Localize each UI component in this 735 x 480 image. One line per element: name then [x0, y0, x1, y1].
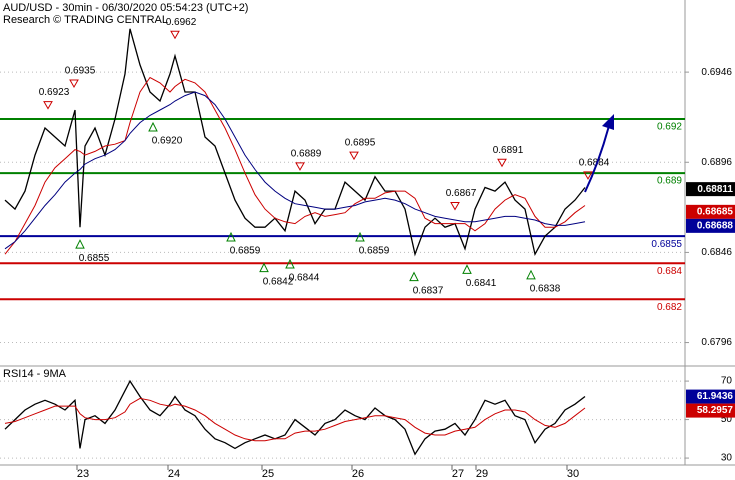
low-label: 0.6837: [413, 285, 444, 296]
x-tick-label: 25: [262, 468, 274, 480]
x-tick-label: 24: [168, 468, 180, 480]
y-tick-label: 30: [721, 453, 733, 464]
series-line: [4, 28, 586, 257]
low-marker: [462, 264, 472, 274]
high-label: 0.6895: [345, 138, 376, 149]
low-label: 0.6855: [79, 253, 110, 264]
price-marker-label: 0.68688: [697, 220, 734, 231]
y-tick-label: 70: [721, 376, 733, 387]
high-marker: [583, 171, 593, 180]
high-marker: [43, 101, 53, 110]
low-marker: [409, 271, 419, 282]
level-label: 0.682: [657, 302, 682, 313]
high-marker: [349, 151, 359, 161]
high-marker: [170, 30, 180, 40]
high-label: 0.6891: [493, 145, 524, 156]
series-line: [4, 91, 586, 250]
level-label: 0.689: [657, 176, 682, 187]
low-marker: [285, 258, 295, 269]
y-tick-label: 0.6896: [701, 157, 732, 168]
high-marker: [450, 202, 460, 211]
low-marker: [75, 239, 85, 249]
price-marker-label: 0.68685: [697, 206, 734, 217]
low-marker: [259, 262, 269, 273]
low-marker: [355, 231, 365, 242]
plot: 0.6796 0.6846 0.6896 0.6946 0.692 0.689 0.6855…: [0, 17, 735, 480]
x-tick-label: 23: [77, 468, 89, 480]
price-marker-label: 0.68811: [697, 184, 733, 195]
series-line: [4, 379, 586, 456]
price-marker-label: 61.9436: [697, 391, 734, 402]
low-label: 0.6838: [530, 283, 561, 294]
chart-title: AUD/USD - 30min - 06/30/2020 05:54:23 (U…: [3, 2, 248, 14]
high-marker: [295, 162, 305, 171]
low-marker: [226, 231, 236, 242]
price-marker: [686, 182, 735, 197]
forecast-arrow: [584, 121, 611, 193]
low-label: 0.6859: [359, 246, 390, 257]
high-label: 0.6935: [65, 66, 96, 77]
series-line: [4, 397, 586, 442]
x-tick-label: 26: [352, 468, 364, 480]
y-tick-label: 50: [721, 414, 733, 425]
y-tick-label: 0.6946: [701, 67, 732, 78]
chart-subtitle: Research © TRADING CENTRAL: [3, 14, 168, 26]
high-label: 0.6889: [291, 149, 322, 160]
series-line: [4, 76, 586, 255]
high-label: 0.6962: [166, 17, 197, 28]
low-label: 0.6859: [230, 246, 261, 257]
high-label: 0.6867: [446, 188, 477, 199]
rsi-title: RSI14 - 9MA: [3, 368, 67, 380]
low-label: 0.6842: [263, 276, 294, 287]
price-marker: [686, 218, 735, 233]
high-label: 0.6923: [39, 87, 70, 98]
level-label: 0.684: [657, 266, 682, 277]
high-label: 0.6884: [579, 158, 610, 169]
x-tick-label: 30: [567, 468, 579, 480]
price-marker-label: 58.2957: [697, 405, 734, 416]
y-tick-label: 0.6796: [701, 337, 732, 348]
price-marker: [686, 389, 735, 404]
level-label: 0.692: [657, 122, 682, 133]
low-label: 0.6920: [152, 136, 183, 147]
y-tick-label: 0.6846: [701, 247, 732, 258]
x-tick-label: 29: [476, 468, 488, 480]
low-marker: [148, 121, 158, 132]
forecast-arrowhead: [602, 114, 614, 130]
level-label: 0.6855: [651, 239, 682, 250]
price-marker: [686, 403, 735, 418]
high-marker: [69, 79, 79, 88]
high-marker: [497, 158, 507, 168]
x-tick-label: 27: [452, 468, 464, 480]
low-label: 0.6844: [289, 273, 320, 284]
price-marker: [686, 204, 735, 219]
low-marker: [526, 269, 536, 280]
low-label: 0.6841: [466, 278, 497, 289]
